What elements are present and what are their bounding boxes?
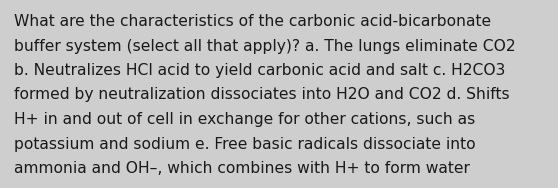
Text: potassium and sodium e. Free basic radicals dissociate into: potassium and sodium e. Free basic radic… — [14, 136, 475, 152]
Text: ammonia and OH–, which combines with H+ to form water: ammonia and OH–, which combines with H+ … — [14, 161, 470, 176]
Text: formed by neutralization dissociates into H2O and CO2 d. Shifts: formed by neutralization dissociates int… — [14, 87, 509, 102]
Text: H+ in and out of cell in exchange for other cations, such as: H+ in and out of cell in exchange for ot… — [14, 112, 475, 127]
Text: b. Neutralizes HCl acid to yield carbonic acid and salt c. H2CO3: b. Neutralizes HCl acid to yield carboni… — [14, 63, 506, 78]
Text: What are the characteristics of the carbonic acid-bicarbonate: What are the characteristics of the carb… — [14, 14, 491, 29]
Text: buffer system (select all that apply)? a. The lungs eliminate CO2: buffer system (select all that apply)? a… — [14, 39, 516, 54]
